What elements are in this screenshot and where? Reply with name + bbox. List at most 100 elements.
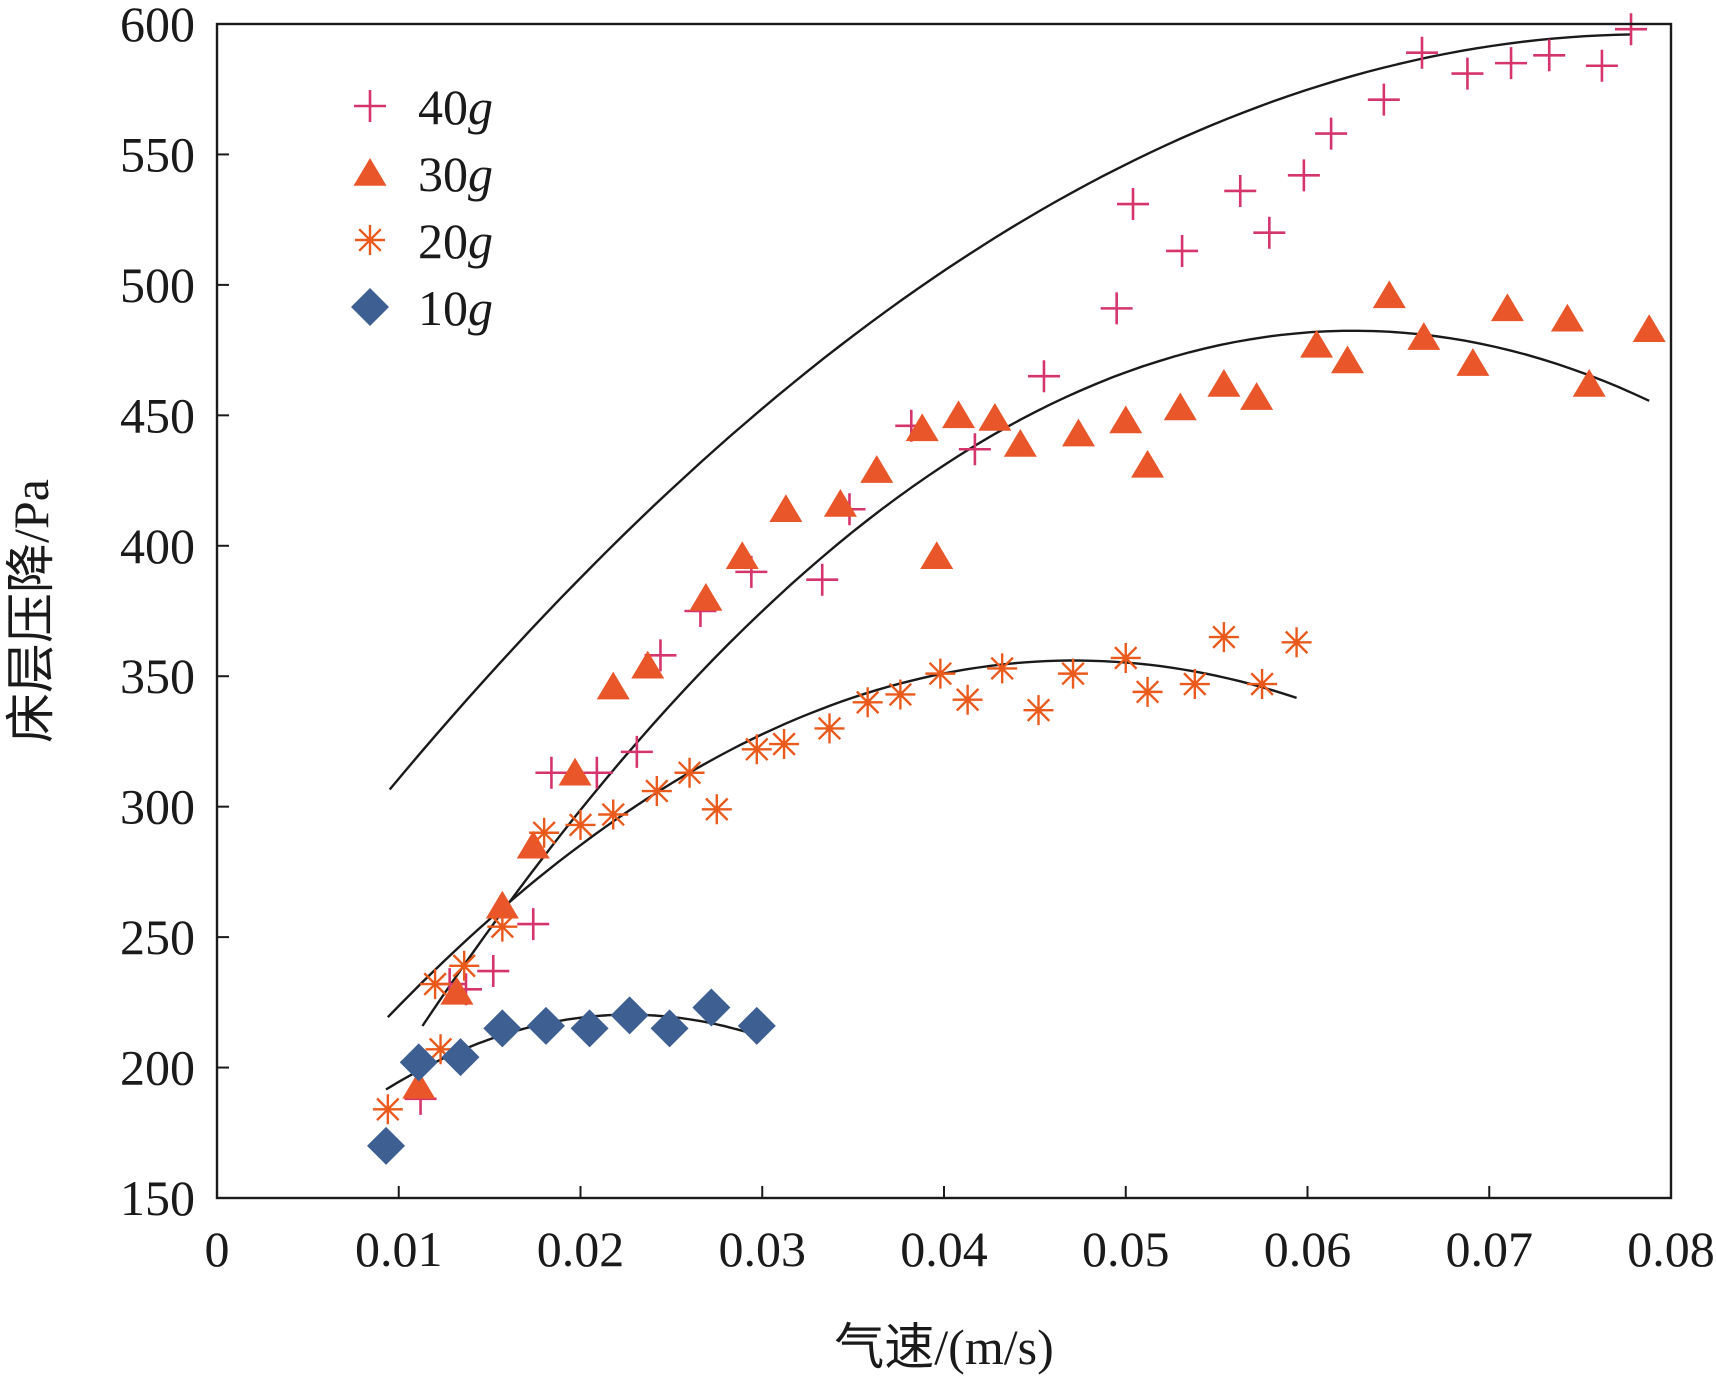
y-tick-label-0: 150 bbox=[120, 1170, 195, 1226]
data-point-40g-15 bbox=[1027, 360, 1060, 393]
data-point-40g-7 bbox=[620, 735, 653, 768]
data-point-20g-5 bbox=[529, 817, 560, 848]
data-point-40g-25 bbox=[1451, 57, 1484, 90]
fit-curve-30g bbox=[421, 329, 1650, 1027]
legend-label-20g: 20g bbox=[418, 213, 493, 269]
data-point-10g-2 bbox=[441, 1038, 480, 1077]
data-point-30g-6 bbox=[631, 650, 665, 679]
y-tick-label-5: 400 bbox=[120, 518, 195, 574]
y-axis-title: 床层压降/Pa bbox=[3, 479, 59, 743]
data-point-30g-29 bbox=[1550, 303, 1584, 332]
x-tick-label-8: 0.08 bbox=[1627, 1221, 1715, 1277]
x-tick-label-7: 0.07 bbox=[1446, 1221, 1534, 1277]
data-point-20g-24 bbox=[1208, 622, 1239, 653]
data-point-20g-9 bbox=[674, 757, 705, 788]
legend-item-20g: 20g bbox=[355, 213, 493, 269]
data-point-30g-4 bbox=[558, 757, 592, 786]
legend-label-10g: 10g bbox=[418, 280, 493, 336]
y-tick-label-1: 200 bbox=[120, 1040, 195, 1096]
y-tick-label-7: 500 bbox=[120, 257, 195, 313]
fit-lines bbox=[385, 33, 1650, 1091]
x-tick-label-6: 0.06 bbox=[1264, 1221, 1352, 1277]
legend: 40g 30g 20g 10g bbox=[351, 79, 493, 336]
data-point-30g-3 bbox=[516, 830, 550, 859]
data-point-30g-1 bbox=[440, 976, 474, 1005]
data-point-30g-2 bbox=[485, 890, 519, 919]
y-tick-label-4: 350 bbox=[120, 648, 195, 704]
data-point-40g-3 bbox=[477, 955, 510, 988]
data-point-30g-30 bbox=[1572, 369, 1606, 397]
data-point-10g-7 bbox=[650, 1009, 689, 1048]
data-point-30g-0 bbox=[402, 1070, 436, 1099]
data-point-20g-6 bbox=[565, 809, 596, 840]
x-tick-label-0: 0 bbox=[205, 1221, 230, 1277]
data-point-40g-20 bbox=[1253, 216, 1286, 249]
series-30g bbox=[402, 280, 1666, 1099]
data-point-30g-13 bbox=[920, 541, 954, 569]
data-point-30g-5 bbox=[596, 671, 630, 700]
data-point-20g-11 bbox=[741, 734, 772, 765]
data-point-30g-31 bbox=[1632, 314, 1666, 342]
data-point-20g-23 bbox=[1179, 669, 1210, 700]
data-point-10g-1 bbox=[399, 1043, 438, 1082]
x-tick-label-2: 0.02 bbox=[537, 1221, 625, 1277]
data-point-30g-22 bbox=[1240, 382, 1274, 410]
data-point-40g-19 bbox=[1224, 174, 1257, 207]
data-point-30g-25 bbox=[1372, 280, 1406, 309]
data-point-20g-17 bbox=[952, 684, 983, 715]
data-point-10g-6 bbox=[610, 996, 649, 1035]
data-point-40g-21 bbox=[1287, 159, 1320, 192]
legend-marker-20g bbox=[355, 225, 385, 255]
data-point-30g-28 bbox=[1490, 293, 1524, 322]
data-point-20g-20 bbox=[1058, 658, 1089, 689]
legend-marker-40g bbox=[354, 90, 386, 122]
data-point-40g-27 bbox=[1533, 39, 1566, 72]
x-tick-label-3: 0.03 bbox=[719, 1221, 807, 1277]
data-point-10g-5 bbox=[570, 1009, 609, 1048]
data-point-30g-15 bbox=[978, 402, 1012, 431]
data-point-40g-22 bbox=[1315, 117, 1348, 150]
data-point-40g-29 bbox=[1615, 13, 1648, 46]
data-point-20g-22 bbox=[1132, 676, 1163, 707]
data-point-40g-5 bbox=[535, 756, 568, 789]
data-point-40g-18 bbox=[1166, 234, 1199, 267]
data-point-30g-12 bbox=[905, 413, 939, 442]
data-point-30g-10 bbox=[823, 489, 857, 517]
series-40g bbox=[404, 13, 1648, 1115]
data-point-20g-26 bbox=[1281, 627, 1312, 658]
axes: 0 0.01 0.02 0.03 0.04 0.05 0.06 0.07 0.08 150 200 2… bbox=[3, 0, 1715, 1375]
data-point-40g-11 bbox=[806, 563, 839, 596]
fit-curve-20g bbox=[386, 659, 1297, 1019]
data-point-40g-17 bbox=[1117, 188, 1150, 221]
data-point-30g-14 bbox=[942, 400, 976, 429]
x-tick-label-1: 0.01 bbox=[355, 1221, 443, 1277]
data-point-40g-4 bbox=[517, 908, 550, 941]
data-point-20g-21 bbox=[1110, 642, 1141, 673]
data-point-30g-17 bbox=[1061, 418, 1095, 447]
y-tick-label-2: 250 bbox=[120, 909, 195, 965]
legend-label-30g: 30g bbox=[418, 146, 493, 202]
data-point-20g-4 bbox=[487, 911, 518, 942]
data-point-20g-2 bbox=[425, 1034, 456, 1065]
x-tick-label-4: 0.04 bbox=[900, 1221, 988, 1277]
fit-curve-40g bbox=[388, 33, 1632, 791]
data-point-30g-16 bbox=[1003, 429, 1037, 457]
data-point-20g-7 bbox=[598, 799, 629, 830]
data-point-30g-11 bbox=[860, 455, 894, 483]
series-10g bbox=[367, 988, 776, 1165]
data-markers bbox=[367, 13, 1666, 1165]
data-point-20g-3 bbox=[449, 950, 480, 981]
data-point-20g-19 bbox=[1023, 695, 1054, 726]
data-point-40g-28 bbox=[1585, 49, 1618, 82]
data-point-30g-27 bbox=[1456, 348, 1490, 376]
data-point-20g-18 bbox=[987, 653, 1018, 684]
data-point-30g-20 bbox=[1163, 392, 1197, 421]
data-point-30g-23 bbox=[1300, 329, 1334, 358]
data-point-20g-0 bbox=[372, 1094, 403, 1125]
data-point-40g-6 bbox=[580, 756, 613, 789]
data-point-10g-0 bbox=[367, 1126, 406, 1165]
legend-item-40g: 40g bbox=[354, 79, 493, 135]
data-point-30g-21 bbox=[1207, 369, 1241, 397]
data-point-40g-26 bbox=[1495, 47, 1528, 80]
